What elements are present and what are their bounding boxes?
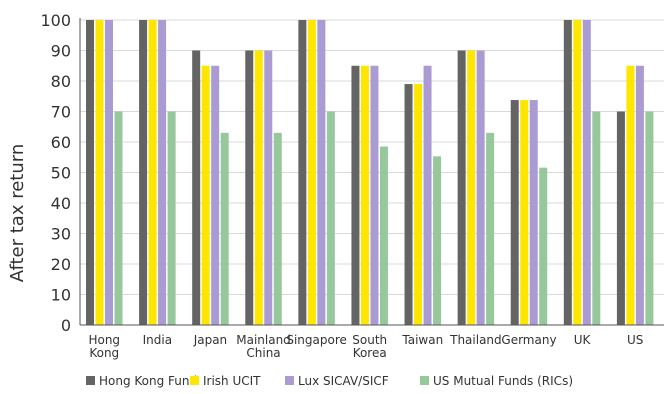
- bar: [573, 20, 582, 325]
- bar: [626, 65, 635, 325]
- legend-label: Irish UCIT: [203, 374, 261, 388]
- bar: [326, 111, 335, 325]
- legend-swatch: [190, 376, 199, 385]
- bar: [457, 50, 466, 325]
- legend-swatch: [285, 376, 294, 385]
- bar: [635, 65, 644, 325]
- bar: [539, 167, 548, 325]
- x-tick-label: Japan: [193, 333, 227, 347]
- x-tick-label: UK: [574, 333, 592, 347]
- bar: [423, 65, 432, 325]
- bar: [317, 20, 326, 325]
- bar: [360, 65, 369, 325]
- bars: [86, 20, 654, 325]
- legend-label: Lux SICAV/SICF: [298, 374, 389, 388]
- bar: [404, 84, 413, 325]
- x-tick-label: Mainland China: [236, 333, 291, 360]
- bar: [520, 100, 529, 325]
- bar: [148, 20, 157, 325]
- x-tick-label: Taiwan: [401, 333, 443, 347]
- y-tick-label: 80: [51, 72, 71, 91]
- legend-swatch: [86, 376, 95, 385]
- bar: [264, 50, 273, 325]
- x-tick-label: Hong Kong: [88, 333, 120, 360]
- bar: [211, 65, 220, 325]
- bar: [254, 50, 263, 325]
- legend-label: US Mutual Funds (RICs): [433, 374, 573, 388]
- x-tick-label: US: [627, 333, 643, 347]
- y-tick-label: 20: [51, 255, 71, 274]
- bar: [298, 20, 307, 325]
- bar: [105, 20, 113, 325]
- bar: [192, 50, 201, 325]
- y-tick-label: 60: [51, 133, 71, 152]
- bar: [510, 100, 519, 325]
- y-tick-label: 100: [40, 11, 71, 30]
- y-tick-label: 10: [51, 286, 71, 305]
- axes: 0 10 20 30 40 50 60 70 80 90 100 Hong Kong India Japan…: [40, 11, 664, 360]
- bar: [486, 132, 495, 325]
- legend: Hong Kong Fund Irish UCIT Lux SICAV/SICF US…: [86, 374, 573, 388]
- y-tick-label: 40: [51, 194, 71, 213]
- x-tick-label: South Korea: [352, 333, 387, 360]
- legend-swatch: [420, 376, 429, 385]
- bar: [273, 132, 282, 325]
- x-tick-label: Germany: [501, 333, 556, 347]
- bar: [370, 65, 379, 325]
- bar: [351, 65, 360, 325]
- legend-label: Hong Kong Fund: [99, 374, 197, 388]
- bar: [245, 50, 254, 325]
- bar: [86, 20, 94, 325]
- bar: [592, 111, 601, 325]
- y-tick-label: 70: [51, 103, 71, 122]
- bar: [433, 156, 442, 325]
- y-tick-label: 0: [61, 316, 71, 335]
- bar: [201, 65, 210, 325]
- bar: [139, 20, 148, 325]
- y-tick-label: 50: [51, 164, 71, 183]
- y-tick-label: 90: [51, 42, 71, 61]
- bar: [563, 20, 572, 325]
- y-tick-label: 30: [51, 225, 71, 244]
- bar: [307, 20, 316, 325]
- y-axis-title: After tax return: [7, 144, 28, 282]
- x-tick-label: Thailand: [449, 333, 502, 347]
- bar: [167, 111, 176, 325]
- bar: [220, 132, 229, 325]
- bar: [379, 146, 388, 325]
- bar: [476, 50, 485, 325]
- bar: [95, 20, 104, 325]
- x-tick-label: Singapore: [286, 333, 347, 347]
- bar: [529, 100, 538, 325]
- x-tick-label: India: [143, 333, 172, 347]
- bar: [645, 111, 654, 325]
- bar: [414, 84, 423, 325]
- bar: [616, 111, 625, 325]
- bar: [582, 20, 591, 325]
- bar: [114, 111, 123, 325]
- bar: [467, 50, 476, 325]
- bar: [158, 20, 167, 325]
